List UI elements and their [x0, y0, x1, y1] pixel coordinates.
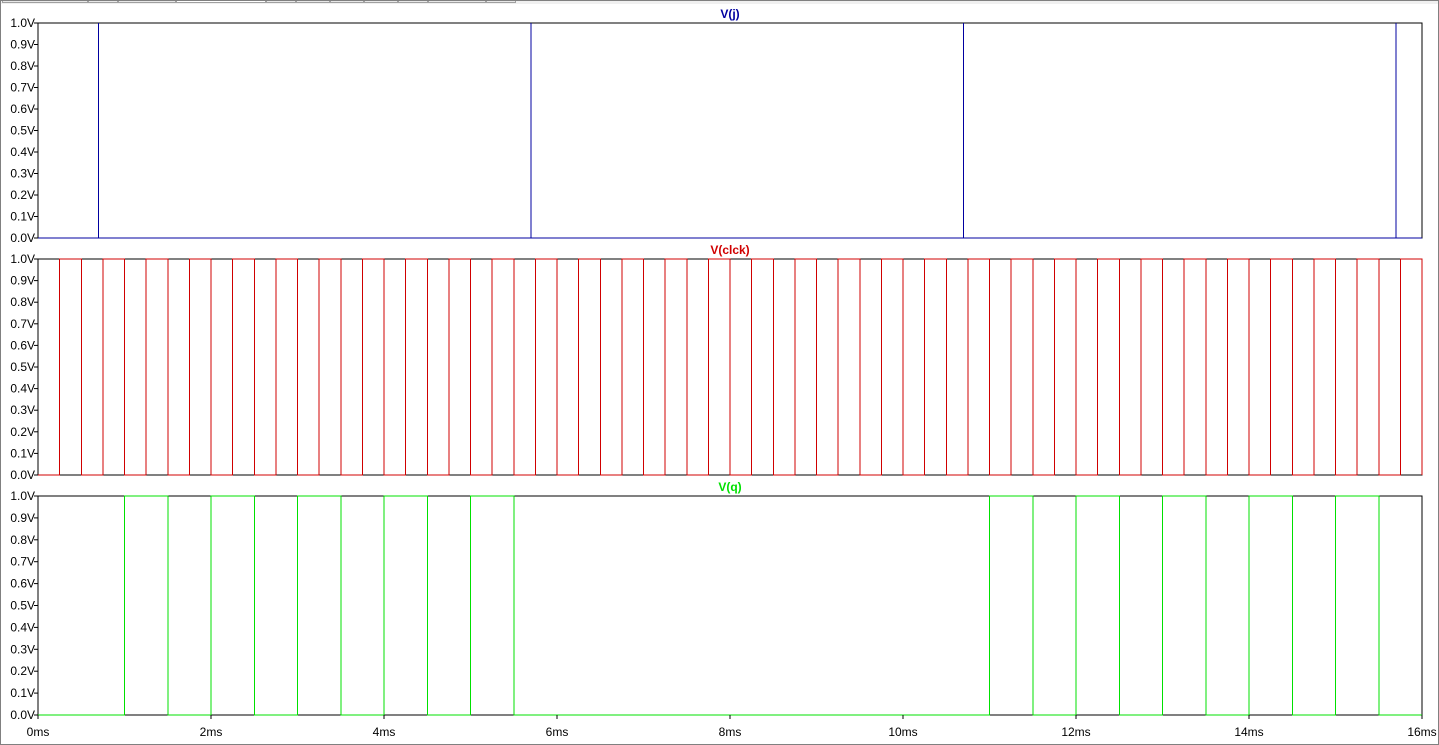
trace-title[interactable]: V(clck) [710, 243, 749, 257]
y-tick-label: 0.8V [10, 59, 35, 73]
x-tick-label: 8ms [719, 725, 742, 739]
y-tick-label: 0.5V [10, 360, 35, 374]
pane-border [37, 22, 1423, 239]
y-tick-label: 0.1V [10, 446, 35, 460]
y-tick-label: 0.3V [10, 167, 35, 181]
trace-title[interactable]: V(j) [720, 7, 739, 21]
trace-vclck-line [38, 258, 1423, 476]
y-tick-label: 0.0V [10, 708, 35, 722]
plot-tab-9[interactable] [398, 0, 428, 3]
pane-2: V(clck) 0.0V 0.1V 0.2V 0.3V 0.4V 0.5V 0.6V 0.7V 0… [10, 243, 1423, 482]
plot-tab-8[interactable] [364, 0, 398, 3]
plot-tab-10[interactable] [428, 0, 486, 3]
y-tick-label: 1.0V [10, 252, 35, 266]
y-tick-label: 0.7V [10, 81, 35, 95]
y-tick-label: 0.7V [10, 317, 35, 331]
pane-border [37, 495, 1423, 716]
plot-tab-3[interactable] [118, 0, 176, 3]
y-tick-label: 0.4V [10, 145, 35, 159]
y-tick-label: 0.2V [10, 425, 35, 439]
plot-tab-7[interactable] [330, 0, 364, 3]
y-tick-label: 0.1V [10, 210, 35, 224]
y-tick-label: 0.9V [10, 511, 35, 525]
y-tick-label: 0.4V [10, 620, 35, 634]
y-tick-label: 0.5V [10, 124, 35, 138]
x-tick-label: 14ms [1234, 725, 1263, 739]
y-tick-label: 0.4V [10, 382, 35, 396]
y-tick-label: 0.0V [10, 468, 35, 482]
x-tick-label: 0ms [27, 725, 50, 739]
x-tick-label: 12ms [1061, 725, 1090, 739]
y-tick-label: 0.8V [10, 295, 35, 309]
y-tick-label: 0.9V [10, 38, 35, 52]
pane-3: V(q) 0.0V 0.1V 0.2V 0.3V 0.4V 0.5V 0.6V 0.7V 0.8V… [10, 480, 1423, 722]
y-tick-label: 0.9V [10, 274, 35, 288]
trace-title[interactable]: V(q) [718, 480, 741, 494]
plot-tab-4[interactable] [176, 0, 266, 3]
y-tick-label: 0.2V [10, 664, 35, 678]
plot-panes: V(j) 0.0V 0.1V 0.2V 0.3V 0.4V 0.5V 0.6V 0.7V 0.8V… [10, 7, 1423, 722]
trace-vq-line [38, 495, 1422, 716]
y-tick-label: 0.6V [10, 338, 35, 352]
y-tick-label: 1.0V [10, 16, 35, 30]
plot-tab-11[interactable] [486, 0, 516, 3]
plot-tab-2[interactable] [88, 0, 118, 3]
y-tick-label: 1.0V [10, 489, 35, 503]
pane-1: V(j) 0.0V 0.1V 0.2V 0.3V 0.4V 0.5V 0.6V 0.7V 0.8V… [10, 7, 1423, 245]
x-tick-label: 16ms [1407, 725, 1436, 739]
y-tick-label: 0.3V [10, 642, 35, 656]
plot-tab-5[interactable] [266, 0, 296, 3]
x-tick-label: 6ms [546, 725, 569, 739]
x-tick-label: 10ms [888, 725, 917, 739]
y-tick-label: 0.6V [10, 577, 35, 591]
y-tick-label: 0.0V [10, 231, 35, 245]
x-tick-label: 2ms [200, 725, 223, 739]
y-tick-label: 0.3V [10, 403, 35, 417]
y-tick-label: 0.6V [10, 102, 35, 116]
plot-tab-6[interactable] [296, 0, 330, 3]
y-tick-label: 0.5V [10, 599, 35, 613]
y-tick-label: 0.2V [10, 188, 35, 202]
x-tick-label: 4ms [373, 725, 396, 739]
y-tick-label: 0.1V [10, 686, 35, 700]
plot-tab-strip [0, 0, 1439, 4]
plot-tab-1[interactable] [2, 0, 88, 3]
y-tick-label: 0.7V [10, 555, 35, 569]
y-tick-label: 0.8V [10, 533, 35, 547]
trace-vj-line [38, 23, 1422, 239]
x-axis: 0ms 2ms 4ms 6ms 8ms 10ms 12ms 14ms 16ms [27, 715, 1437, 739]
